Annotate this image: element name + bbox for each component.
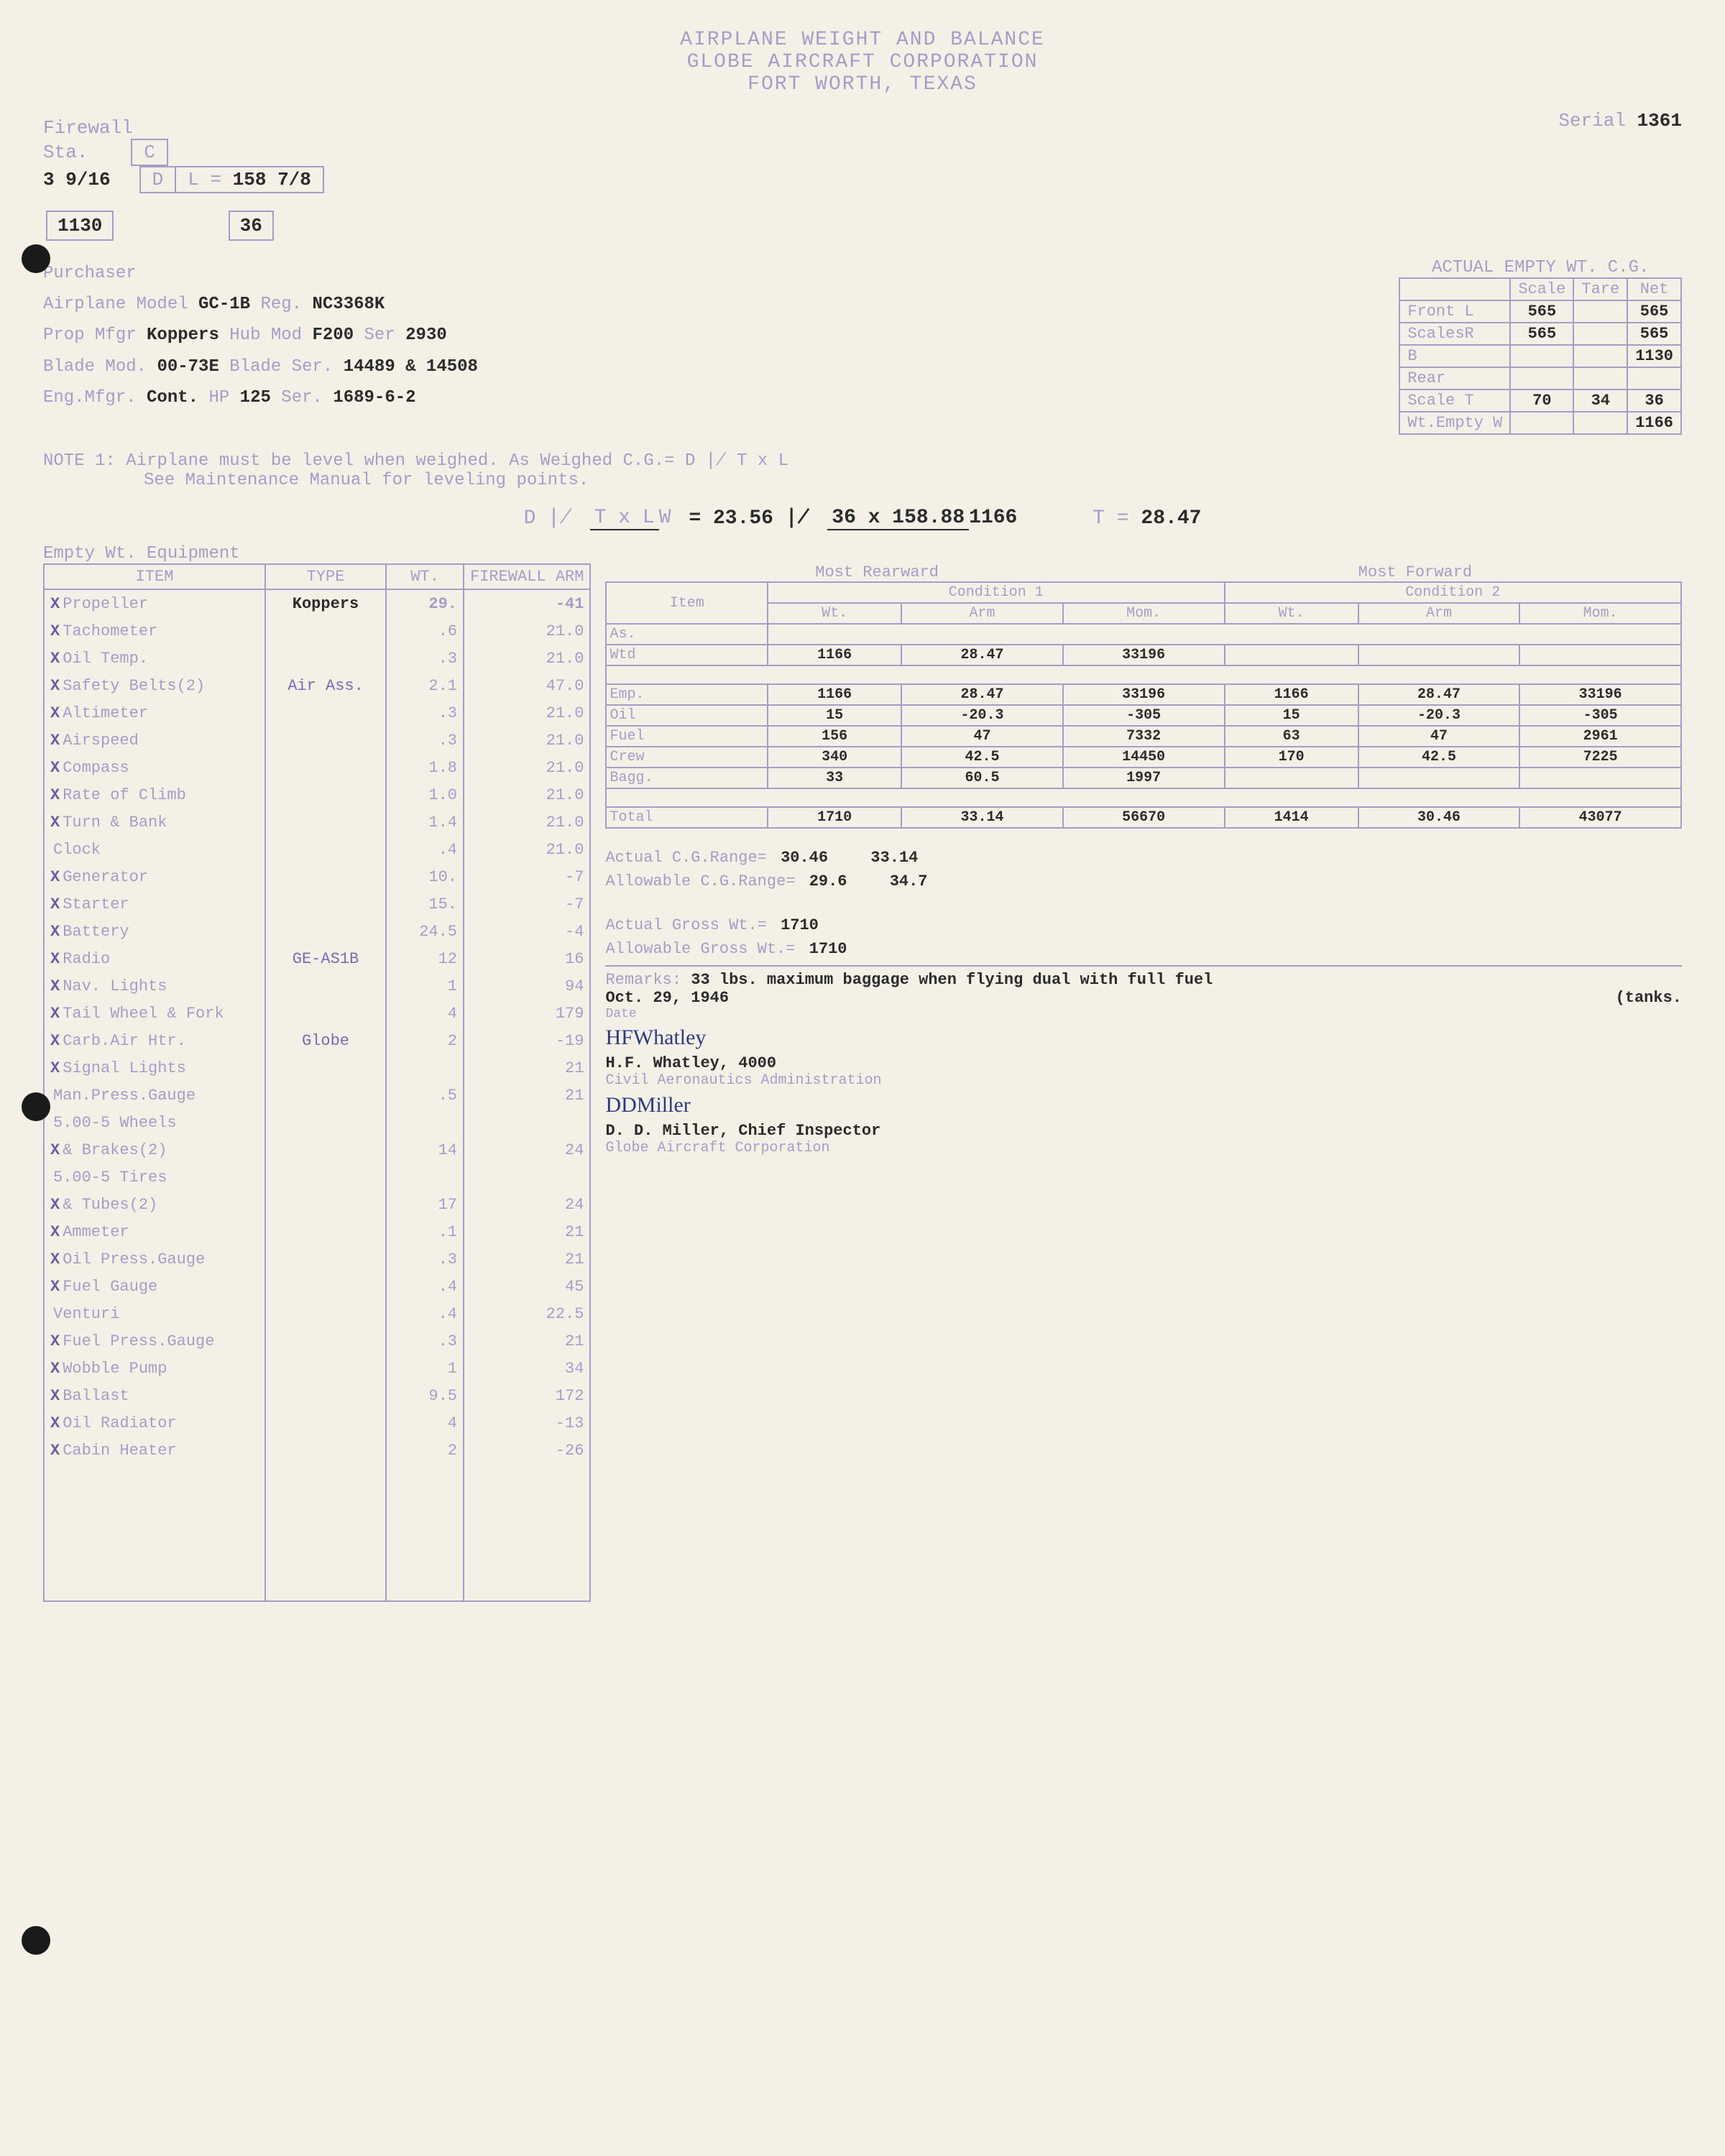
equipment-row: XGenerator10.-7 <box>44 863 590 890</box>
equipment-row: 5.00-5 Tires <box>44 1164 590 1191</box>
equipment-row: XOil Temp..321.0 <box>44 645 590 672</box>
hole-punch <box>22 1092 50 1121</box>
equipment-row: Venturi.422.5 <box>44 1300 590 1327</box>
equipment-row: XBallast9.5172 <box>44 1382 590 1409</box>
equipment-row: XTachometer.621.0 <box>44 617 590 645</box>
equipment-table: ITEMTYPEWT.FIREWALL ARMXPropellerKoppers… <box>43 563 591 1602</box>
doc-header: AIRPLANE WEIGHT AND BALANCE GLOBE AIRCRA… <box>43 29 1682 96</box>
firewall-block: Firewall Sta. C 3 9/16 D L = 158 7/8 113… <box>43 117 324 244</box>
equipment-row: XCarb.Air Htr.Globe2-19 <box>44 1027 590 1054</box>
equipment-row: XFuel Gauge.445 <box>44 1273 590 1300</box>
sta-val: 3 9/16 <box>43 169 111 190</box>
actual-empty-wt-block: ACTUAL EMPTY WT. C.G. ScaleTareNetFront … <box>1399 258 1682 435</box>
serial-value: 1361 <box>1637 110 1682 132</box>
note-1: NOTE 1: Airplane must be level when weig… <box>43 449 1682 490</box>
actual-gross-wt: Actual Gross Wt.= 1710 <box>605 916 1682 934</box>
equipment-row <box>44 1546 590 1573</box>
actual-empty-title: ACTUAL EMPTY WT. C.G. <box>1399 258 1682 277</box>
equipment-row: XNav. Lights194 <box>44 972 590 1000</box>
sta-label: Sta. <box>43 142 88 163</box>
equipment-row: XPropellerKoppers29.-41 <box>44 589 590 617</box>
hole-punch <box>22 1926 50 1955</box>
equipment-row: XAltimeter.321.0 <box>44 699 590 727</box>
serial-area: Serial 1361 <box>1558 110 1682 132</box>
hole-punch <box>22 244 50 273</box>
equipment-row: 5.00-5 Wheels <box>44 1109 590 1136</box>
firewall-label: Firewall <box>43 117 324 139</box>
equipment-row: XRate of Climb1.021.0 <box>44 781 590 808</box>
serial-label: Serial <box>1558 110 1626 132</box>
title-line1: AIRPLANE WEIGHT AND BALANCE <box>43 29 1682 51</box>
equipment-row: X& Brakes(2)1424 <box>44 1136 590 1164</box>
equipment-row: Clock.421.0 <box>44 836 590 863</box>
equipment-row: XCompass1.821.0 <box>44 754 590 781</box>
box-1130: 1130 <box>46 211 114 241</box>
allowable-gross-wt: Allowable Gross Wt.= 1710 <box>605 940 1682 958</box>
remarks-date: Oct. 29, 1946 <box>605 989 729 1007</box>
equipment-row: XTail Wheel & Fork4179 <box>44 1000 590 1027</box>
most-rearward-label: Most Rearward <box>815 563 939 581</box>
weight-table: ScaleTareNetFront L565565ScalesR565565B1… <box>1399 277 1682 435</box>
equipment-row: XAirspeed.321.0 <box>44 727 590 754</box>
purchaser-title: Purchaser <box>43 258 1384 289</box>
equipment-row: XCabin Heater2-26 <box>44 1437 590 1464</box>
remarks-block: Remarks: 33 lbs. maximum baggage when fl… <box>605 965 1682 1156</box>
equipment-row <box>44 1519 590 1546</box>
conditions-area: Most Rearward Most Forward ItemCondition… <box>605 563 1682 1602</box>
box-36: 36 <box>229 211 274 241</box>
equipment-row: XSignal Lights21 <box>44 1054 590 1082</box>
col-d: D <box>141 167 177 192</box>
equipment-row: XTurn & Bank1.421.0 <box>44 808 590 836</box>
signature-1: HFWhatley <box>605 1026 1682 1050</box>
col-c: C <box>132 140 167 165</box>
conditions-table: ItemCondition 1Condition 2Wt.ArmMom.Wt.A… <box>605 581 1682 829</box>
l-value: 158 7/8 <box>233 169 311 190</box>
equipment-row: XFuel Press.Gauge.321 <box>44 1327 590 1355</box>
equipment-row: XSafety Belts(2)Air Ass.2.147.0 <box>44 672 590 699</box>
equipment-row <box>44 1573 590 1601</box>
equip-header: Empty Wt. Equipment <box>43 544 1682 563</box>
formula-line: D ∤ T x LW = 23.56 ∤ 36 x 158.881166 T =… <box>43 505 1682 530</box>
equipment-row: XOil Press.Gauge.321 <box>44 1245 590 1273</box>
equipment-row: XAmmeter.121 <box>44 1218 590 1245</box>
equipment-row: XBattery24.5-4 <box>44 918 590 945</box>
purchaser-block: Purchaser Airplane Model GC-1B Reg. NC33… <box>43 258 1384 413</box>
equipment-row <box>44 1464 590 1491</box>
equipment-row: XRadioGE-AS1B1216 <box>44 945 590 972</box>
equipment-row: XWobble Pump134 <box>44 1355 590 1382</box>
most-forward-label: Most Forward <box>1358 563 1472 581</box>
actual-cg-range: Actual C.G.Range= 30.46 33.14 <box>605 849 1682 867</box>
title-line2: GLOBE AIRCRAFT CORPORATION <box>43 51 1682 73</box>
title-line3: FORT WORTH, TEXAS <box>43 73 1682 96</box>
allowable-cg-range: Allowable C.G.Range= 29.6 34.7 <box>605 872 1682 890</box>
equipment-row: XOil Radiator4-13 <box>44 1409 590 1437</box>
equipment-row: Man.Press.Gauge.521 <box>44 1082 590 1109</box>
equipment-row <box>44 1491 590 1519</box>
signature-2: DDMiller <box>605 1093 1682 1118</box>
equipment-row: XStarter15.-7 <box>44 890 590 918</box>
equipment-row: X& Tubes(2)1724 <box>44 1191 590 1218</box>
